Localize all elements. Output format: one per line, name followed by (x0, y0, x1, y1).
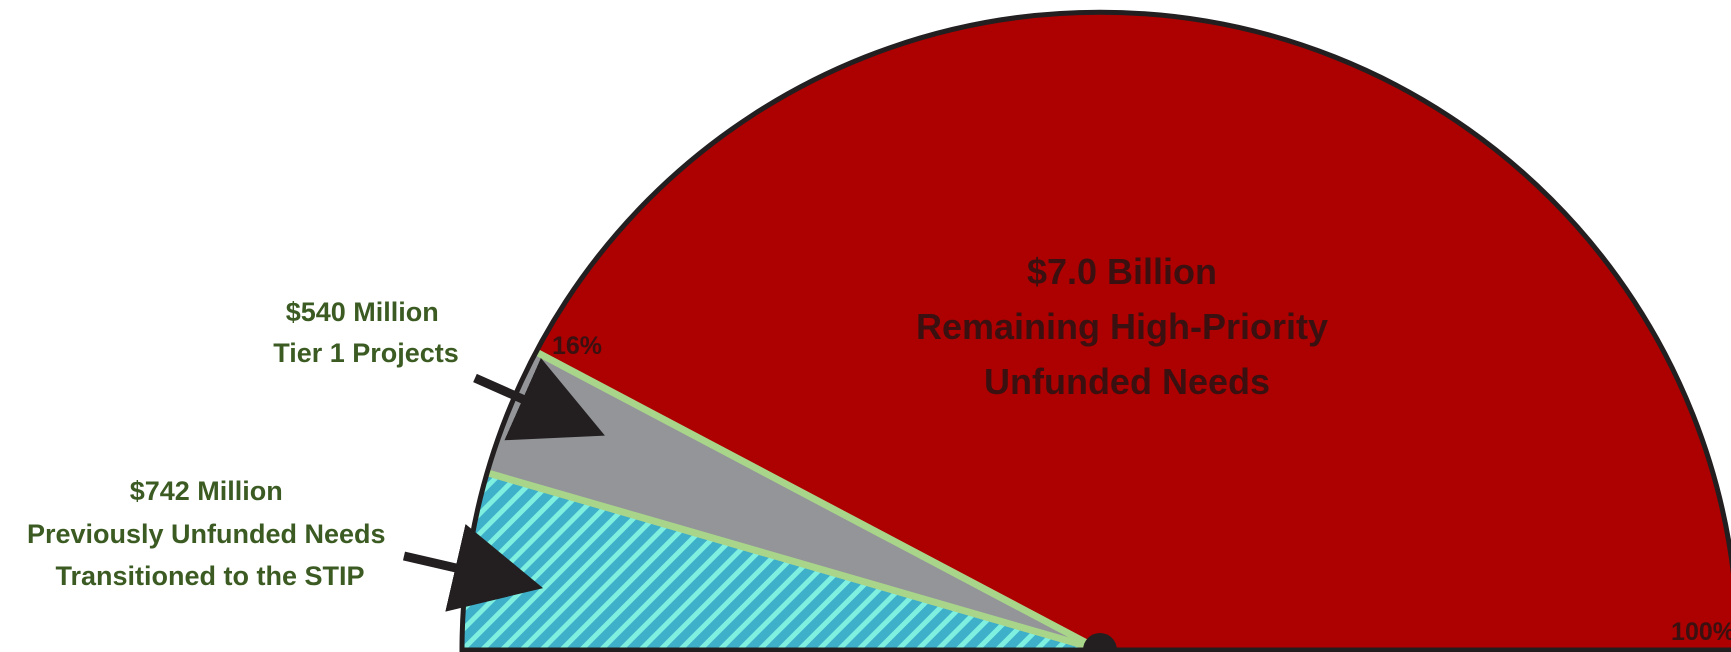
slice-2-label: $7.0 Billion Remaining High-Priority Unf… (916, 251, 1338, 402)
slice-1-arrow (473, 357, 605, 441)
slice-0-arrow (402, 524, 544, 612)
slice-2 (535, 11, 1731, 650)
slice-2-name-line-1: Remaining High-Priority (916, 306, 1328, 347)
slice-0-name-line-2: Transitioned to the STIP (55, 561, 364, 591)
slice-0-name-line-1: Previously Unfunded Needs (27, 519, 386, 549)
slice-0-label: $742 Million Previously Unfunded Needs T… (27, 476, 393, 591)
slice-2-name-line-2: Unfunded Needs (984, 361, 1270, 402)
percent-marker-16: 16% (552, 332, 602, 360)
slice-1-name: Tier 1 Projects (273, 338, 459, 368)
percent-marker-100: 100% (1671, 618, 1731, 646)
slice-1-amount: $540 Million (286, 297, 439, 327)
slice-0-amount: $742 Million (130, 476, 283, 506)
slice-separator-0 (486, 469, 1101, 652)
separators-layer (486, 348, 1102, 652)
slice-separator-1 (534, 348, 1102, 652)
slice-1 (487, 351, 1101, 650)
center-hub (1083, 633, 1117, 652)
slice-2-amount: $7.0 Billion (1027, 251, 1217, 292)
chart-outline (459, 9, 1731, 652)
slice-1-label: $540 Million Tier 1 Projects (273, 297, 459, 368)
